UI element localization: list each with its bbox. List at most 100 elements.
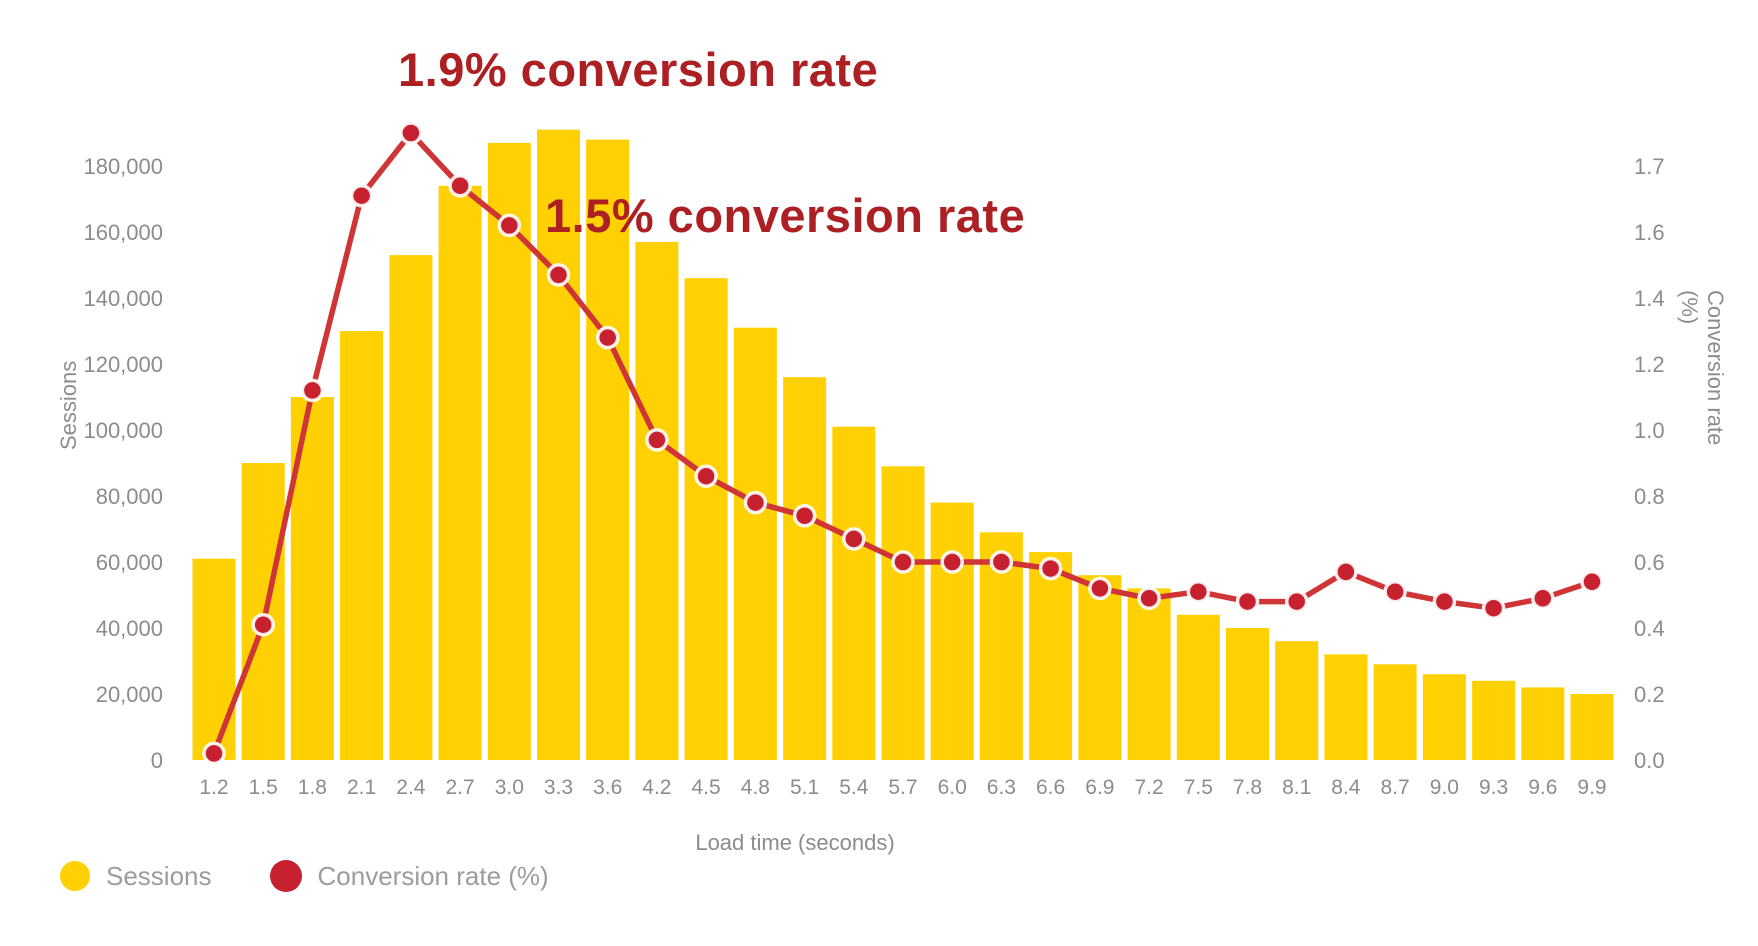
left-tick-label: 140,000 [83, 286, 163, 311]
conversion-point [349, 183, 374, 208]
x-tick-label: 2.1 [347, 776, 376, 799]
conversion-point [1137, 586, 1161, 611]
right-tick-label: 0.0 [1634, 748, 1665, 773]
x-tick-label: 6.0 [938, 776, 967, 799]
sessions-bar [192, 558, 236, 760]
legend-item-conversion: Conversion rate (%) [269, 860, 549, 892]
right-axis-title: Conversion rate (%) [1677, 290, 1728, 446]
sessions-bar [684, 278, 728, 760]
x-tick-label: 4.5 [691, 776, 720, 799]
x-tick-label: 7.5 [1184, 776, 1213, 799]
conversion-point [1186, 579, 1211, 604]
x-tick-label: 8.7 [1380, 776, 1409, 799]
sessions-bar [1176, 614, 1220, 760]
conversion-point [842, 527, 866, 551]
sessions-bar [340, 331, 384, 760]
sessions-bar [438, 185, 482, 761]
sessions-bar [733, 327, 777, 760]
x-tick-label: 8.1 [1282, 776, 1311, 799]
conversion-point [891, 550, 915, 574]
left-tick-label: 0 [151, 748, 163, 773]
x-tick-label: 4.8 [741, 776, 770, 799]
conversion-point [743, 490, 768, 515]
x-tick-label: 8.4 [1331, 776, 1361, 799]
x-tick-label: 7.2 [1134, 776, 1163, 799]
conversion-swatch-icon [269, 860, 302, 892]
sessions-bar [1324, 654, 1368, 760]
x-tick-label: 2.7 [445, 776, 474, 799]
sessions-bar [487, 142, 531, 760]
x-tick-label: 9.3 [1479, 776, 1508, 799]
conversion-point [1284, 589, 1309, 614]
left-tick-label: 100,000 [83, 418, 163, 443]
left-tick-label: 180,000 [83, 154, 163, 179]
x-tick-label: 6.3 [987, 776, 1016, 799]
right-tick-label: 1.4 [1634, 286, 1665, 311]
left-tick-label: 60,000 [96, 550, 163, 575]
sessions-bar [1521, 687, 1565, 760]
sessions-bar [783, 377, 827, 760]
sessions-bar [586, 139, 630, 761]
x-tick-label: 5.7 [888, 776, 917, 799]
right-tick-label: 0.4 [1634, 616, 1665, 641]
conversion-point [1235, 589, 1260, 614]
legend-label-conversion: Conversion rate (%) [317, 860, 549, 891]
sessions-swatch-icon [60, 861, 90, 891]
legend-item-sessions: Sessions [60, 861, 212, 892]
left-tick-label: 40,000 [96, 616, 163, 641]
right-tick-label: 0.2 [1634, 682, 1665, 707]
conversion-point [1481, 596, 1506, 620]
x-tick-label: 1.8 [298, 776, 327, 799]
conversion-point [595, 325, 620, 350]
sessions-bar [1127, 588, 1171, 760]
x-tick-label: 4.2 [642, 776, 671, 799]
conversion-point [202, 741, 226, 766]
sessions-bar [537, 129, 580, 760]
conversion-point [497, 213, 522, 238]
left-tick-label: 120,000 [83, 352, 163, 377]
conversion-point [546, 263, 571, 287]
x-tick-label: 7.8 [1233, 776, 1262, 799]
right-tick-label: 0.6 [1634, 550, 1665, 575]
x-tick-label: 6.9 [1085, 776, 1114, 799]
x-axis-title: Load time (seconds) [695, 830, 895, 855]
conversion-point [989, 550, 1014, 574]
conversion-point [251, 612, 275, 637]
legend: Sessions Conversion rate (%) [60, 860, 549, 892]
x-tick-label: 9.0 [1430, 776, 1459, 799]
right-tick-label: 1.2 [1634, 352, 1665, 377]
x-tick-label: 9.6 [1528, 776, 1557, 799]
right-tick-label: 0.8 [1634, 484, 1665, 509]
conversion-point [1580, 570, 1604, 594]
x-tick-label: 3.6 [593, 776, 622, 799]
conversion-point [645, 428, 669, 452]
sessions-bar [1226, 628, 1269, 760]
secondary-conversion-annotation: 1.5% conversion rate [545, 189, 1026, 242]
conversion-point [694, 464, 718, 488]
conversion-point [792, 504, 817, 528]
sessions-bar [635, 241, 679, 760]
left-tick-label: 20,000 [96, 682, 163, 707]
sessions-bar [389, 255, 433, 760]
conversion-point [1038, 556, 1063, 581]
conversion-point [448, 174, 472, 198]
conversion-point [1432, 589, 1457, 614]
conversion-point [1383, 579, 1407, 604]
x-tick-label: 9.9 [1577, 776, 1606, 799]
right-tick-label: 1.7 [1634, 154, 1665, 179]
conversion-point [940, 550, 964, 574]
sessions-bar [1570, 694, 1614, 760]
x-tick-label: 1.2 [199, 776, 228, 799]
x-tick-label: 6.6 [1036, 776, 1065, 799]
sessions-bar [881, 466, 925, 760]
conversion-point [1088, 576, 1112, 601]
sessions-bar [1472, 680, 1516, 760]
legend-label-sessions: Sessions [106, 860, 212, 891]
conversion-point [1531, 586, 1555, 611]
conversion-point [1334, 560, 1358, 584]
peak-conversion-annotation: 1.9% conversion rate [398, 43, 879, 96]
sessions-bar [1078, 575, 1122, 760]
sessions-bar [832, 426, 876, 760]
